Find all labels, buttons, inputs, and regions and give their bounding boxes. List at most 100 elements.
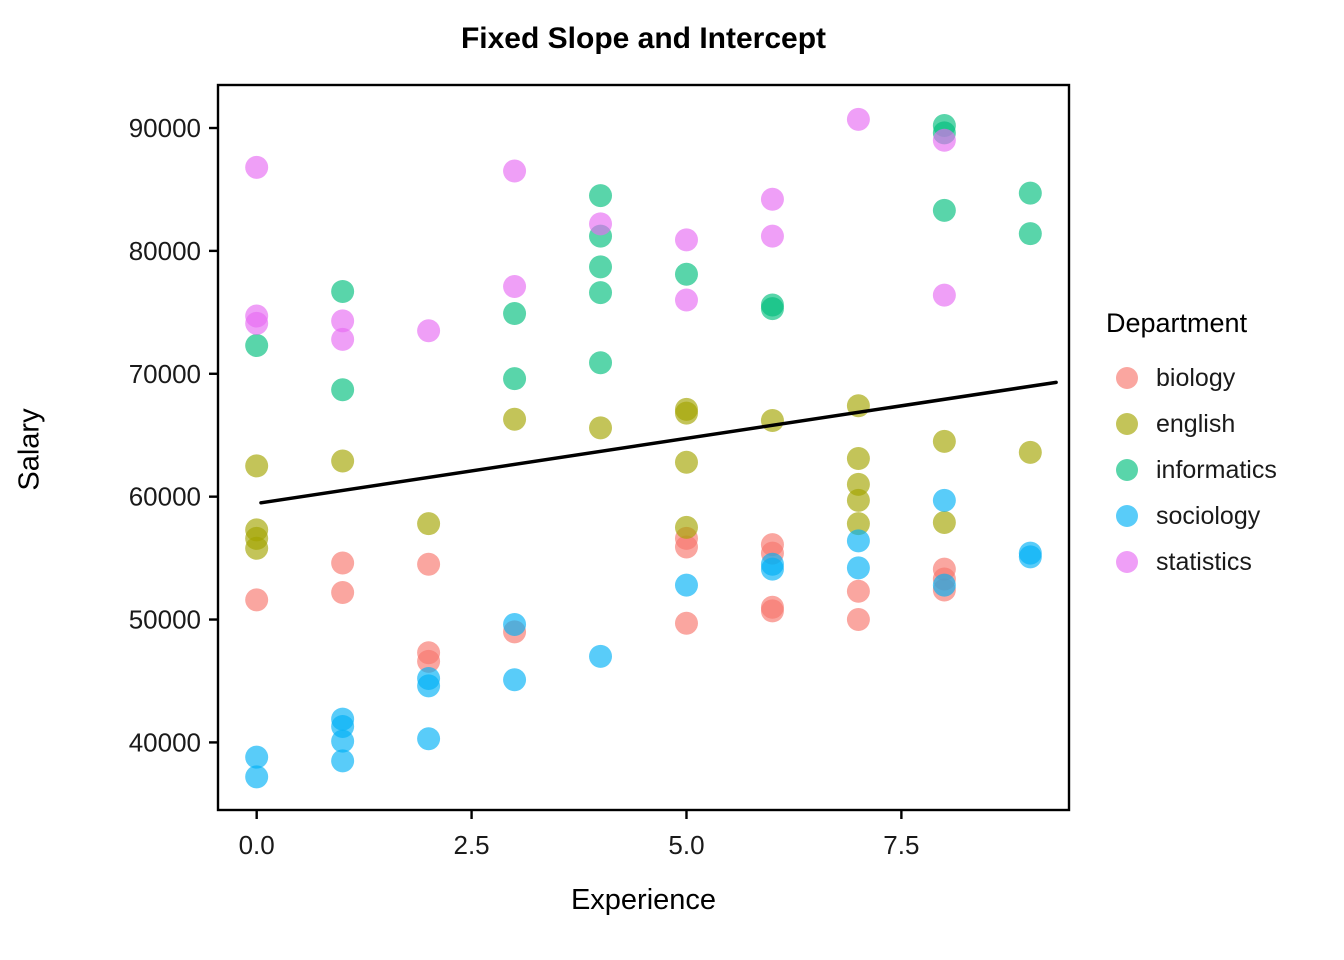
data-point-statistics bbox=[760, 224, 784, 248]
data-point-biology bbox=[245, 588, 269, 612]
y-tick-label: 50000 bbox=[129, 605, 201, 635]
legend-item-english: english bbox=[1102, 401, 1342, 447]
data-point-statistics bbox=[589, 212, 613, 236]
axes-layer: 40000 50000 60000 70000 80000 90000 0.0 2.5 5.0 7… bbox=[129, 113, 920, 860]
legend-swatch-statistics bbox=[1116, 551, 1138, 573]
data-point-biology bbox=[846, 608, 870, 632]
data-point-sociology bbox=[417, 727, 441, 751]
legend-label: sociology bbox=[1156, 501, 1261, 530]
data-point-english bbox=[846, 512, 870, 536]
data-point-statistics bbox=[932, 128, 956, 152]
data-point-sociology bbox=[245, 765, 269, 789]
data-point-sociology bbox=[589, 644, 613, 668]
data-point-english bbox=[846, 488, 870, 512]
data-point-english bbox=[846, 472, 870, 496]
data-point-biology bbox=[417, 552, 441, 576]
data-point-statistics bbox=[932, 283, 956, 307]
data-point-biology bbox=[846, 579, 870, 603]
data-point-statistics bbox=[331, 327, 355, 351]
data-point-sociology bbox=[846, 529, 870, 553]
data-point-english bbox=[674, 401, 698, 425]
data-point-english bbox=[331, 449, 355, 473]
data-point-biology bbox=[674, 611, 698, 635]
data-point-sociology bbox=[932, 488, 956, 512]
legend: Department biology english informatics soci… bbox=[1102, 308, 1342, 585]
data-point-english bbox=[674, 515, 698, 539]
legend-swatch-english bbox=[1116, 413, 1138, 435]
data-point-english bbox=[245, 536, 269, 560]
data-point-informatics bbox=[589, 351, 613, 375]
data-point-informatics bbox=[1018, 222, 1042, 246]
data-point-sociology bbox=[674, 573, 698, 597]
data-point-english bbox=[846, 447, 870, 471]
data-point-informatics bbox=[589, 281, 613, 305]
legend-item-biology: biology bbox=[1102, 355, 1342, 401]
legend-label: biology bbox=[1156, 363, 1236, 392]
legend-swatch-informatics bbox=[1116, 459, 1138, 481]
legend-items: biology english informatics sociology statis… bbox=[1102, 355, 1342, 585]
legend-item-statistics: statistics bbox=[1102, 539, 1342, 585]
data-point-statistics bbox=[245, 155, 269, 179]
data-point-sociology bbox=[503, 668, 527, 692]
y-tick-label: 70000 bbox=[129, 359, 201, 389]
data-point-statistics bbox=[331, 309, 355, 333]
data-point-informatics bbox=[503, 302, 527, 326]
data-point-english bbox=[1018, 440, 1042, 464]
data-point-statistics bbox=[245, 311, 269, 335]
data-point-informatics bbox=[589, 184, 613, 208]
x-tick-label: 5.0 bbox=[668, 830, 704, 860]
data-point-statistics bbox=[417, 319, 441, 343]
data-point-biology bbox=[674, 535, 698, 559]
legend-swatch-sociology bbox=[1116, 505, 1138, 527]
data-point-biology bbox=[331, 581, 355, 604]
data-point-statistics bbox=[674, 228, 698, 252]
data-point-statistics bbox=[503, 275, 527, 299]
data-point-informatics bbox=[331, 378, 355, 402]
data-point-biology bbox=[760, 599, 784, 623]
points-layer bbox=[245, 107, 1042, 789]
data-point-biology bbox=[417, 649, 441, 673]
data-point-sociology bbox=[846, 556, 870, 580]
data-point-biology bbox=[331, 551, 355, 575]
x-tick-label: 0.0 bbox=[239, 830, 275, 860]
data-point-english bbox=[760, 408, 784, 432]
legend-label: english bbox=[1156, 409, 1236, 438]
data-point-sociology bbox=[331, 729, 355, 753]
data-point-sociology bbox=[245, 745, 269, 769]
data-point-sociology bbox=[760, 557, 784, 581]
data-point-statistics bbox=[503, 159, 527, 183]
data-point-sociology bbox=[503, 612, 527, 636]
data-point-sociology bbox=[417, 674, 441, 698]
legend-swatch-biology bbox=[1116, 367, 1138, 389]
data-point-sociology bbox=[932, 573, 956, 597]
panel-border bbox=[216, 83, 1071, 812]
legend-item-sociology: sociology bbox=[1102, 493, 1342, 539]
legend-label: informatics bbox=[1156, 455, 1277, 484]
chart-title: Fixed Slope and Intercept bbox=[460, 22, 827, 55]
y-tick-label: 40000 bbox=[129, 727, 201, 757]
legend-label: statistics bbox=[1156, 547, 1252, 576]
data-point-informatics bbox=[245, 334, 269, 358]
fit-line-layer bbox=[259, 380, 1058, 505]
data-point-statistics bbox=[760, 187, 784, 211]
data-point-informatics bbox=[589, 255, 613, 279]
x-tick-label: 2.5 bbox=[454, 830, 490, 860]
fit-line bbox=[259, 380, 1058, 505]
data-point-english bbox=[932, 429, 956, 453]
data-point-english bbox=[503, 407, 527, 431]
data-point-english bbox=[674, 450, 698, 474]
y-tick-label: 90000 bbox=[129, 113, 201, 143]
data-point-english bbox=[245, 454, 269, 478]
data-point-statistics bbox=[846, 107, 870, 131]
data-point-informatics bbox=[503, 367, 527, 391]
data-point-informatics bbox=[760, 297, 784, 321]
data-point-informatics bbox=[1018, 181, 1042, 205]
data-point-sociology bbox=[331, 749, 355, 773]
legend-item-informatics: informatics bbox=[1102, 447, 1342, 493]
data-point-sociology bbox=[1018, 545, 1042, 569]
data-point-informatics bbox=[932, 198, 956, 222]
data-point-informatics bbox=[331, 279, 355, 303]
y-tick-label: 80000 bbox=[129, 236, 201, 266]
